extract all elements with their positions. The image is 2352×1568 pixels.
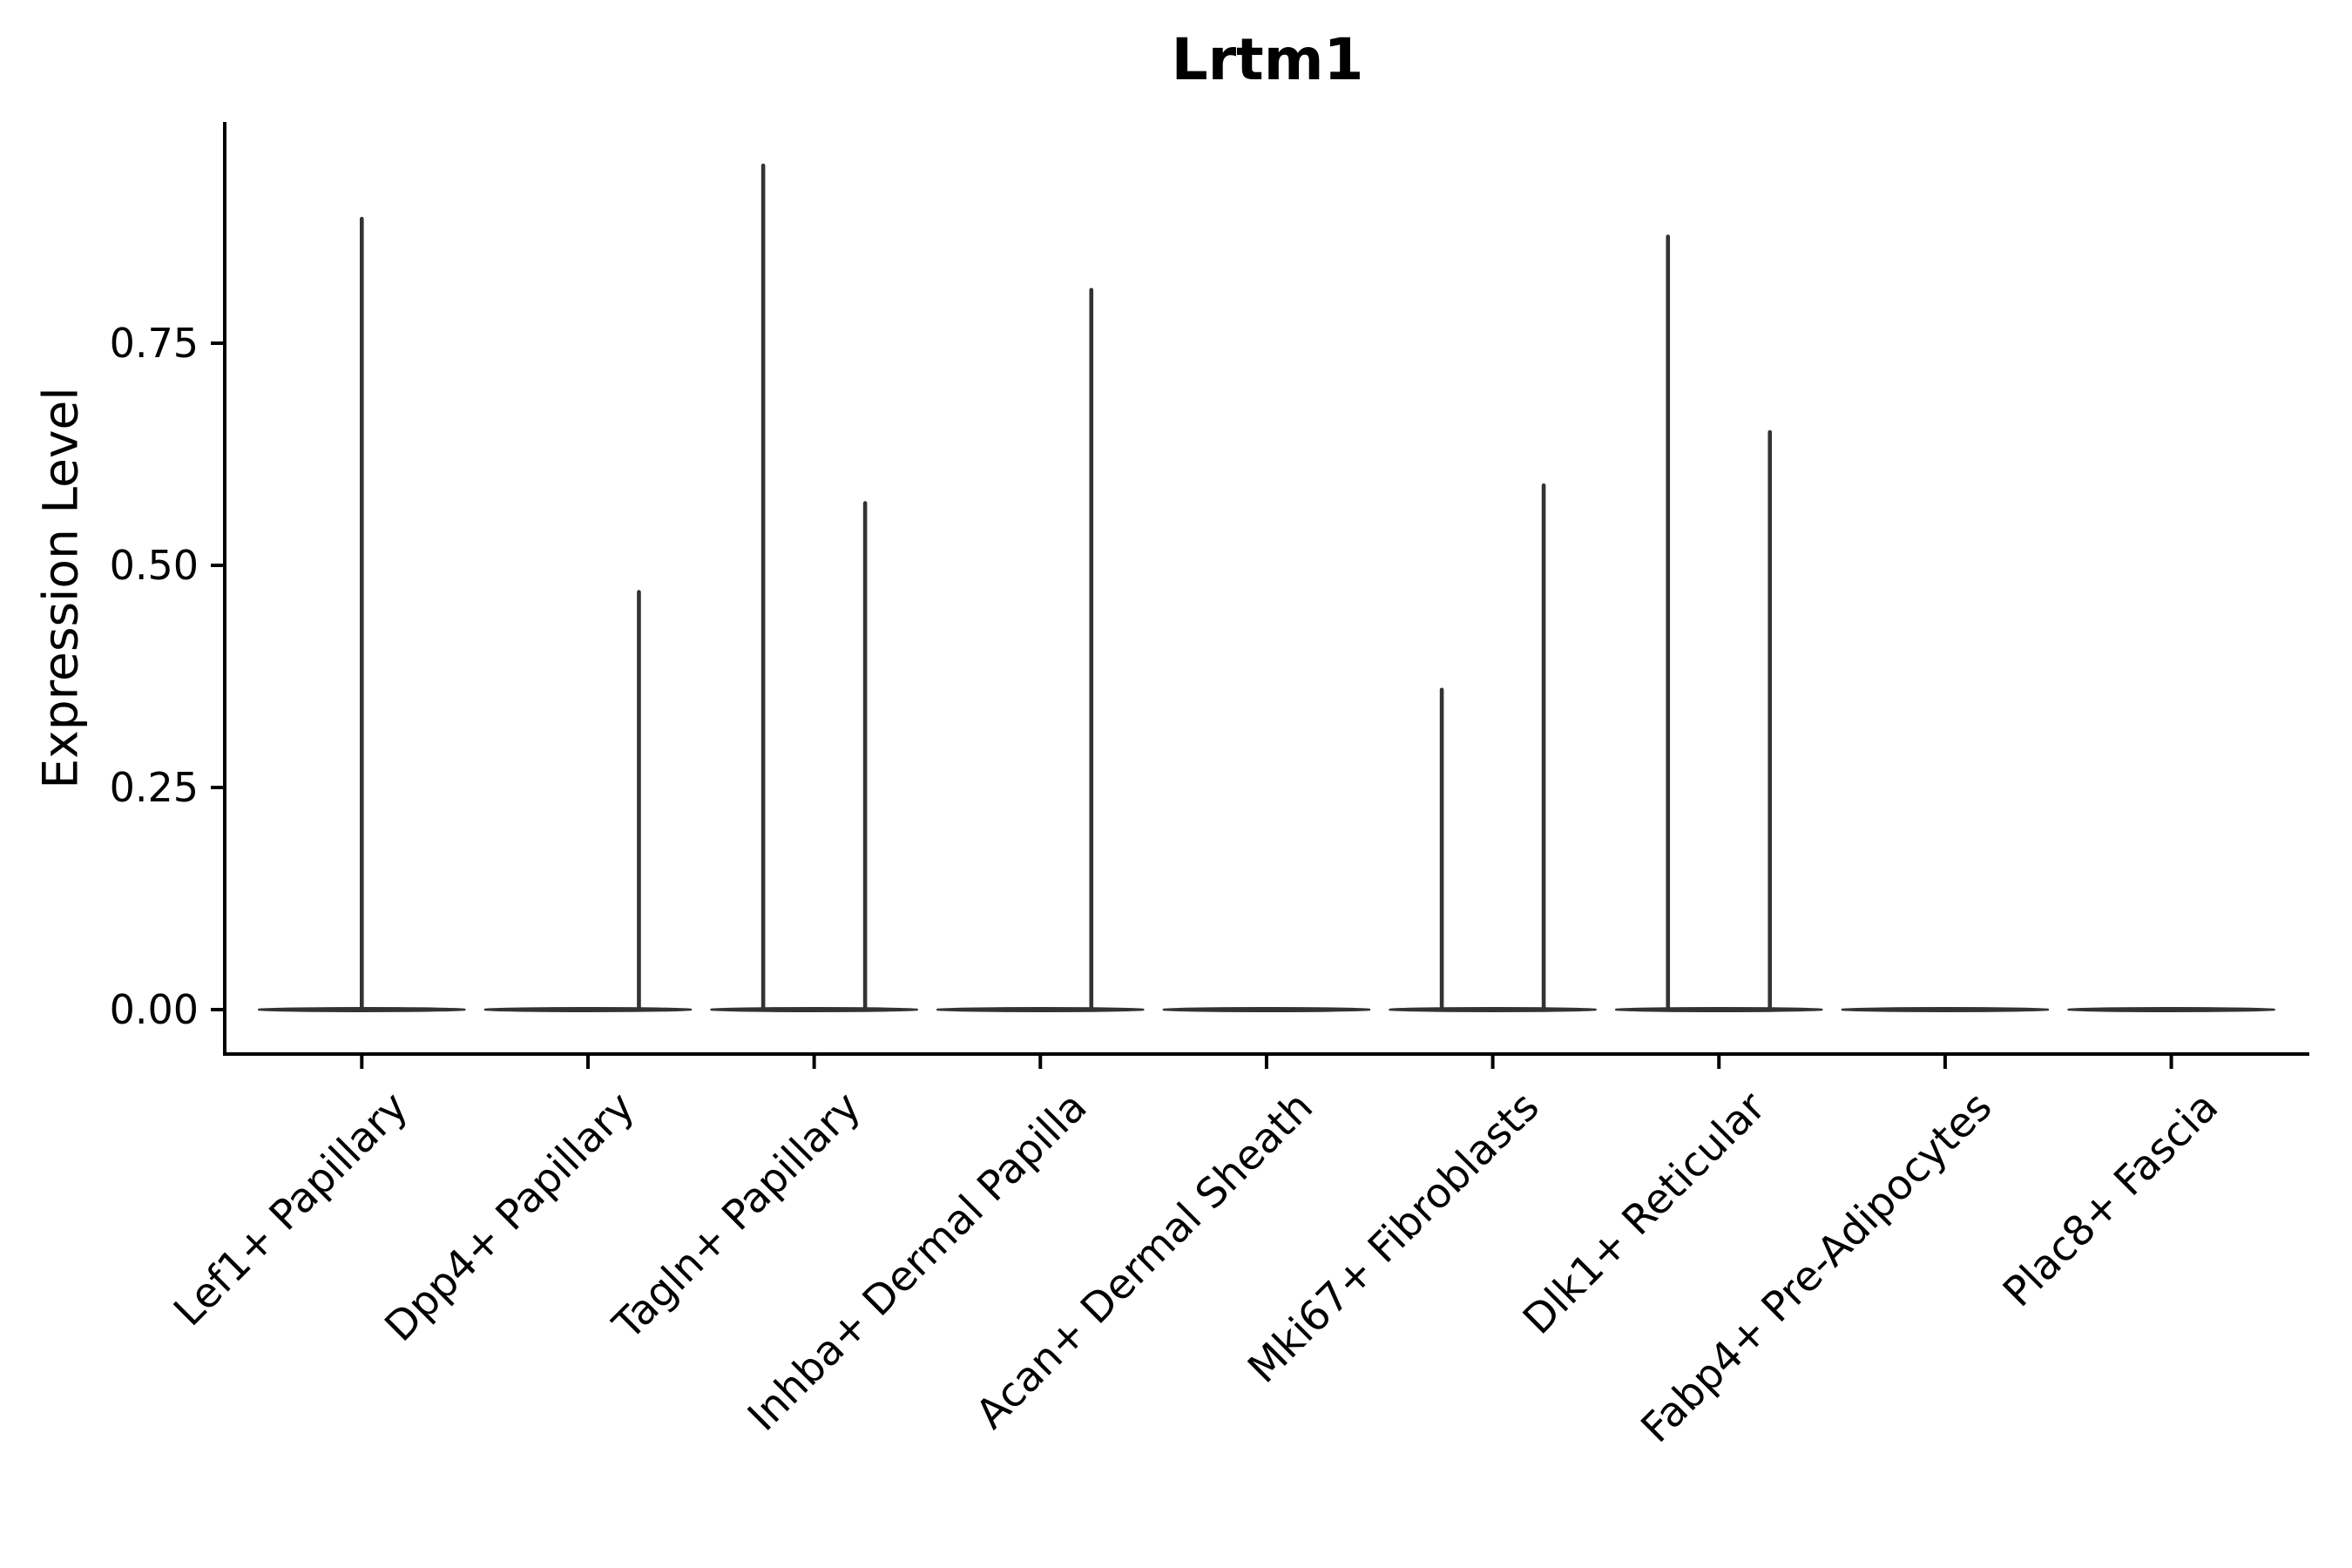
violin-baseline (1162, 1007, 1371, 1012)
y-tick-label: 0.25 (109, 764, 199, 811)
y-tick-label: 0.50 (109, 542, 199, 589)
y-tick-label: 0.00 (109, 986, 199, 1033)
violin-baseline (1614, 1007, 1823, 1012)
violin-baseline (2067, 1007, 2275, 1012)
violin-baseline (483, 1007, 693, 1012)
violin-baseline (1841, 1007, 2050, 1012)
x-axis-ticks (360, 1054, 2173, 1069)
page-title: Lrtm1 (1171, 26, 1364, 93)
y-axis-ticks (211, 341, 225, 1011)
y-tick-label: 0.75 (109, 320, 199, 367)
violin-baseline (710, 1007, 918, 1012)
violin-baseline (936, 1007, 1145, 1012)
violin-baseline (1389, 1007, 1597, 1012)
violins-layer (258, 163, 2275, 1012)
